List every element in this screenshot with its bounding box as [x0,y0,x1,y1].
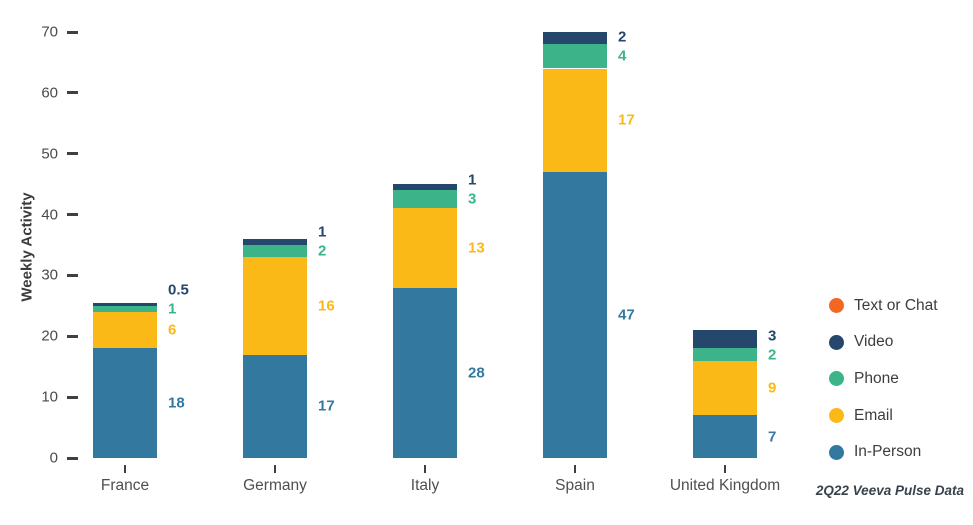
bar-segment-phone [93,305,157,312]
bar-segment-email [93,311,157,349]
legend-dot-icon [829,334,844,350]
legend-dot-icon [829,444,844,460]
category-label: Spain [555,477,595,494]
bar-segment-in-person [93,348,157,458]
bar-segment-in-person [393,287,457,458]
bar-segment-email [693,360,757,416]
bar-segment-label: 3 [768,327,777,345]
bar-segment-label: 2 [318,242,327,260]
x-tick [574,465,576,473]
bar-segment-label: 16 [318,297,335,315]
bar-segment-label: 2 [768,346,777,364]
bar-segment-label: 3 [468,190,477,208]
legend: Text or Chat Video Phone Email In-Person [829,296,938,481]
bar-segment-email [393,208,457,288]
y-tick-label: 40 [41,206,58,224]
y-tick-label: 70 [41,23,58,41]
bar-segment-video [243,238,307,245]
legend-label: Email [854,406,893,424]
y-tick [67,213,78,217]
category-label: France [100,477,150,494]
x-tick [424,465,426,473]
bar-segment-email [243,257,307,355]
bar-segment-label: 1 [468,171,477,189]
bar-segment-video [693,330,757,349]
y-tick-label: 10 [41,388,58,406]
bar-segment-video [393,184,457,191]
bar-segment-in-person [693,415,757,458]
legend-label: Text or Chat [854,296,938,314]
bar-segment-label: 17 [618,111,635,129]
bar-segment-phone [393,190,457,209]
bar-segment-label: 1 [168,300,177,318]
legend-item-phone: Phone [829,369,938,387]
y-tick-label: 30 [41,266,58,284]
x-tick [274,465,276,473]
bar-segment-label: 47 [618,306,635,324]
y-tick [67,456,78,460]
bar-segment-label: 18 [168,394,185,412]
y-tick [67,30,78,34]
bar-segment-phone [243,245,307,258]
bar-segment-label: 9 [768,379,777,397]
legend-label: Video [854,333,894,351]
legend-dot-icon [829,371,844,387]
bar-segment-label: 13 [468,239,485,257]
bar-segment-video [543,32,607,45]
bar-segment-label: 17 [318,397,335,415]
y-tick [67,395,78,399]
y-tick [67,334,78,338]
bar-segment-phone [693,348,757,361]
bar-segment-label: 1 [318,223,327,241]
bar-segment-label: 28 [468,364,485,382]
legend-item-email: Email [829,406,938,424]
bar-segment-label: 2 [618,28,627,46]
category-label: Italy [410,477,440,494]
bar-segment-phone [543,44,607,69]
x-tick [724,465,726,473]
x-tick [124,465,126,473]
category-label: United Kingdom [669,477,781,494]
legend-item-in-person: In-Person [829,443,938,461]
bar-segment-in-person [243,354,307,458]
y-tick-label: 20 [41,327,58,345]
legend-label: In-Person [854,443,922,461]
y-tick [67,91,78,95]
legend-dot-icon [829,298,844,313]
bar-segment-label: 6 [168,321,177,339]
y-tick-label: 60 [41,84,58,102]
y-tick-label: 0 [49,449,58,467]
y-tick-label: 50 [41,145,58,163]
y-tick [67,152,78,156]
legend-dot-icon [829,408,844,424]
bar-segment-email [543,68,607,172]
legend-item-text-or-chat: Text or Chat [829,296,938,314]
category-label: Germany [243,477,307,494]
legend-item-video: Video [829,333,938,351]
source-note: 2Q22 Veeva Pulse Data [815,483,964,498]
bar-segment-label: 4 [618,47,627,65]
y-tick [67,273,78,277]
bar-segment-label: 0.5 [168,281,189,299]
bar-segment-label: 7 [768,428,777,446]
bar-segment-video [93,302,157,306]
bar-segment-in-person [543,171,607,458]
legend-label: Phone [854,369,899,387]
